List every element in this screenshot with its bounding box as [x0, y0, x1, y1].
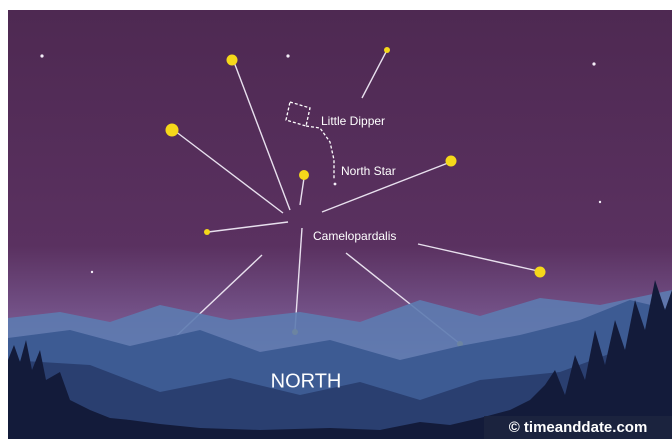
- illustration: Little Dipper North Star Camelopardalis …: [0, 0, 672, 439]
- credit: © timeanddate.com: [509, 419, 648, 436]
- constellation-label: Camelopardalis: [313, 229, 396, 243]
- direction-label: NORTH: [271, 370, 342, 392]
- page: Little Dipper North Star Camelopardalis …: [0, 0, 672, 439]
- north-star-label: North Star: [341, 164, 396, 178]
- little-dipper-label: Little Dipper: [321, 114, 385, 128]
